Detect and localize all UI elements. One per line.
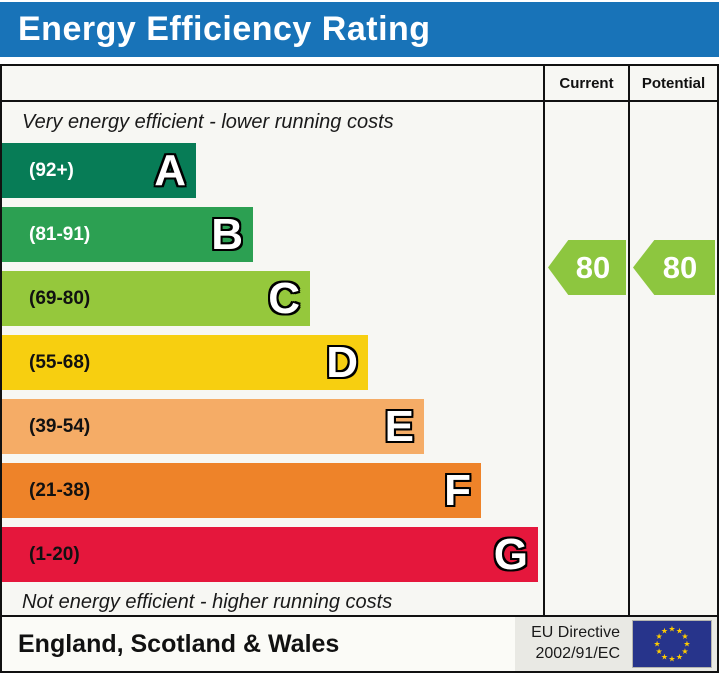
energy-rating-table: Current Potential Very energy efficient …: [0, 64, 719, 617]
bottom-note: Not energy efficient - higher running co…: [22, 591, 393, 613]
svg-text:★: ★: [683, 640, 690, 649]
potential-column-header: Potential: [628, 66, 717, 102]
eu-directive-line1: EU Directive: [531, 624, 620, 642]
svg-text:★: ★: [676, 627, 683, 636]
top-note: Very energy efficient - lower running co…: [22, 111, 394, 133]
footer-bar: England, Scotland & Wales EU Directive 2…: [0, 617, 719, 673]
band-letter: C: [268, 273, 300, 323]
band-range: (39-54): [29, 415, 91, 437]
svg-text:★: ★: [661, 627, 668, 636]
rating-scale-area: Very energy efficient - lower running co…: [2, 102, 543, 615]
eu-directive-panel: EU Directive 2002/91/EC ★ ★ ★ ★ ★ ★ ★ ★ ★ ★ ★ ★: [515, 617, 717, 671]
current-column-header: Current: [543, 66, 628, 102]
band-row-E: (39-54) E: [2, 399, 424, 454]
band-range: (69-80): [29, 287, 91, 309]
potential-arrow: 80: [633, 240, 715, 295]
potential-score: 80: [662, 249, 698, 285]
band-letter: E: [384, 401, 414, 451]
svg-text:★: ★: [653, 640, 660, 649]
band-range: (55-68): [29, 351, 91, 373]
band-range: (92+): [29, 159, 74, 181]
current-score: 80: [575, 249, 611, 285]
band-row-D: (55-68) D: [2, 335, 368, 390]
eu-flag-stars-icon: ★ ★★★★★★★★★★★: [653, 625, 690, 664]
band-range: (21-38): [29, 479, 91, 501]
header-spacer: [2, 66, 543, 102]
potential-column: 80: [628, 102, 717, 615]
bands: (92+) A (81-91) B (69-80) C (55-68) D (3…: [2, 143, 543, 582]
eu-flag-icon: ★ ★ ★ ★ ★ ★ ★ ★ ★ ★ ★ ★: [632, 620, 712, 668]
eu-directive-line2: 2002/91/EC: [535, 645, 620, 662]
page-title: Energy Efficiency Rating: [18, 10, 431, 48]
svg-text:★: ★: [676, 652, 683, 661]
band-letter: A: [154, 145, 186, 195]
band-range: (81-91): [29, 223, 91, 245]
svg-text:★: ★: [681, 647, 688, 656]
svg-text:★: ★: [681, 632, 688, 641]
band-letter: B: [211, 209, 243, 259]
svg-text:★: ★: [668, 654, 675, 663]
band-row-A: (92+) A: [2, 143, 196, 198]
band-range: (1-20): [29, 543, 80, 565]
current-arrow: 80: [548, 240, 626, 295]
region-label: England, Scotland & Wales: [18, 629, 340, 658]
band-row-C: (69-80) C: [2, 271, 310, 326]
band-row-F: (21-38) F: [2, 463, 481, 518]
title-bar: Energy Efficiency Rating: [0, 2, 719, 57]
current-column: 80: [543, 102, 628, 615]
band-row-B: (81-91) B: [2, 207, 253, 262]
eu-directive-text: EU Directive 2002/91/EC: [531, 623, 620, 665]
band-letter: G: [493, 529, 528, 579]
band-letter: F: [444, 465, 471, 515]
svg-text:★: ★: [661, 652, 668, 661]
svg-text:★: ★: [655, 632, 662, 641]
svg-text:★: ★: [668, 625, 675, 634]
band-letter: D: [326, 337, 358, 387]
svg-text:★: ★: [655, 647, 662, 656]
band-row-G: (1-20) G: [2, 527, 538, 582]
